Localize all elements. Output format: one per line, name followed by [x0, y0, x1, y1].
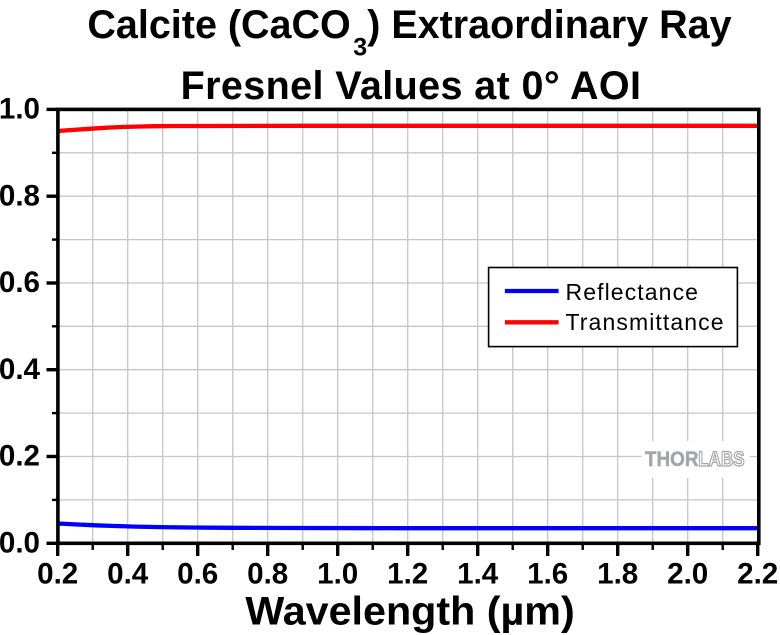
svg-text:0.6: 0.6: [177, 557, 218, 590]
svg-text:THOR: THOR: [645, 448, 699, 471]
svg-text:1.8: 1.8: [597, 557, 638, 590]
svg-text:Fresnel Values at 0° AOI: Fresnel Values at 0° AOI: [181, 64, 642, 108]
svg-text:0.2: 0.2: [0, 440, 40, 473]
svg-text:1.2: 1.2: [387, 557, 428, 590]
svg-text:1.0: 1.0: [317, 557, 358, 590]
svg-text:Transmittance: Transmittance: [566, 309, 725, 335]
svg-text:0.2: 0.2: [37, 557, 78, 590]
svg-text:LABS: LABS: [698, 448, 744, 471]
svg-text:0.8: 0.8: [0, 179, 40, 212]
svg-text:0.6: 0.6: [0, 266, 40, 299]
svg-text:0.4: 0.4: [0, 353, 41, 386]
svg-text:0.0: 0.0: [0, 526, 40, 559]
svg-text:1.4: 1.4: [457, 557, 499, 590]
svg-text:2.0: 2.0: [667, 557, 708, 590]
svg-text:2.2: 2.2: [737, 557, 778, 590]
svg-text:Reflectance: Reflectance: [566, 279, 700, 305]
svg-text:0.8: 0.8: [247, 557, 288, 590]
svg-text:1.6: 1.6: [527, 557, 568, 590]
svg-text:Wavelength (µm): Wavelength (µm): [245, 588, 574, 633]
svg-text:0.4: 0.4: [107, 557, 149, 590]
svg-text:1.0: 1.0: [0, 93, 40, 126]
